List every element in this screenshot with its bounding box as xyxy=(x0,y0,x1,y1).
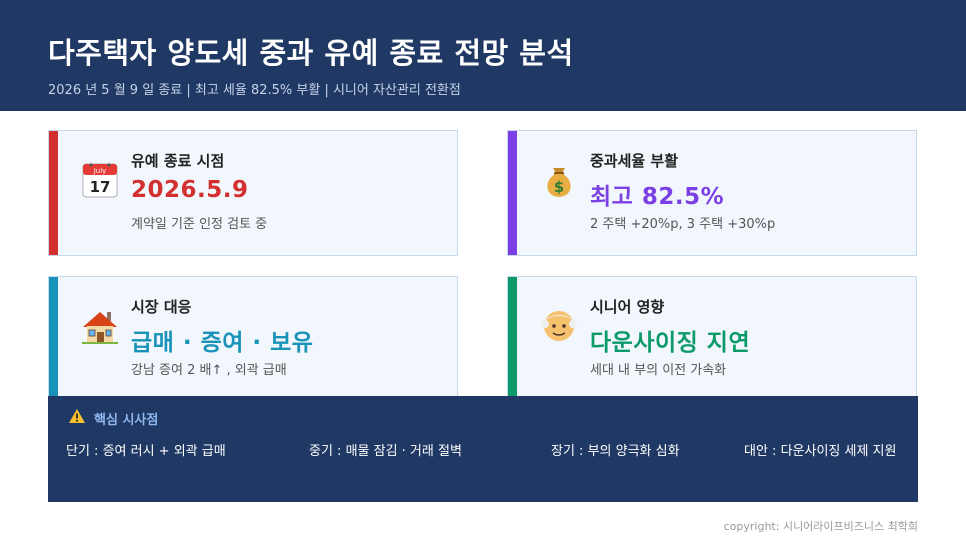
svg-text:July: July xyxy=(93,167,107,175)
card-accent-bar xyxy=(49,131,58,255)
card-description: 2 주택 +20%p, 3 주택 +30%p xyxy=(590,217,776,232)
card-label: 시장 대응 xyxy=(131,298,192,316)
insight-long-term: 장기 : 부의 양극화 심화 xyxy=(551,444,680,459)
calendar-icon: July 17 xyxy=(79,159,121,201)
svg-text:$: $ xyxy=(554,178,564,196)
card-description: 계약일 기준 인정 검토 중 xyxy=(131,217,268,232)
card-value: 다운사이징 지연 xyxy=(590,330,751,356)
card-label: 유예 종료 시점 xyxy=(131,152,225,170)
insight-alternative: 대안 : 다운사이징 세제 지원 xyxy=(744,444,897,459)
older-person-icon xyxy=(538,305,580,347)
svg-text:17: 17 xyxy=(90,178,111,196)
card-description: 강남 증여 2 배↑ , 외곽 급매 xyxy=(131,363,287,378)
card-value: 급매 · 증여 · 보유 xyxy=(131,330,314,356)
header-banner: 다주택자 양도세 중과 유예 종료 전망 분석 2026 년 5 월 9 일 종… xyxy=(0,0,966,111)
card-accent-bar xyxy=(508,277,517,401)
card-accent-bar xyxy=(49,277,58,401)
copyright-text: copyright: 시니어라이프비즈니스 최학희 xyxy=(723,520,918,533)
insight-short-term: 단기 : 증여 러시 + 외곽 급매 xyxy=(66,444,226,459)
money-bag-icon: $ xyxy=(538,159,580,201)
card-accent-bar xyxy=(508,131,517,255)
card-tax-rate: $ 중과세율 부활 최고 82.5% 2 주택 +20%p, 3 주택 +30%… xyxy=(507,130,917,256)
insight-mid-term: 중기 : 매물 잠김 · 거래 절벽 xyxy=(309,444,462,459)
card-label: 중과세율 부활 xyxy=(590,152,679,170)
insight-title-text: 핵심 시사점 xyxy=(94,412,159,428)
card-description: 세대 내 부의 이전 가속화 xyxy=(590,363,727,378)
card-value: 2026.5.9 xyxy=(131,177,249,203)
card-market-response: 시장 대응 급매 · 증여 · 보유 강남 증여 2 배↑ , 외곽 급매 xyxy=(48,276,458,402)
card-label: 시니어 영향 xyxy=(590,298,665,316)
page-title: 다주택자 양도세 중과 유예 종료 전망 분석 xyxy=(48,36,574,70)
insight-title: 핵심 시사점 xyxy=(68,408,158,428)
insight-panel: 핵심 시사점 단기 : 증여 러시 + 외곽 급매 중기 : 매물 잠김 · 거… xyxy=(48,396,918,502)
card-senior-impact: 시니어 영향 다운사이징 지연 세대 내 부의 이전 가속화 xyxy=(507,276,917,402)
card-value: 최고 82.5% xyxy=(590,184,725,210)
warning-icon xyxy=(68,408,86,428)
page-subtitle: 2026 년 5 월 9 일 종료 | 최고 세율 82.5% 부활 | 시니어… xyxy=(48,83,461,98)
house-icon xyxy=(79,305,121,347)
card-grace-end: July 17 유예 종료 시점 2026.5.9 계약일 기준 인정 검토 중 xyxy=(48,130,458,256)
